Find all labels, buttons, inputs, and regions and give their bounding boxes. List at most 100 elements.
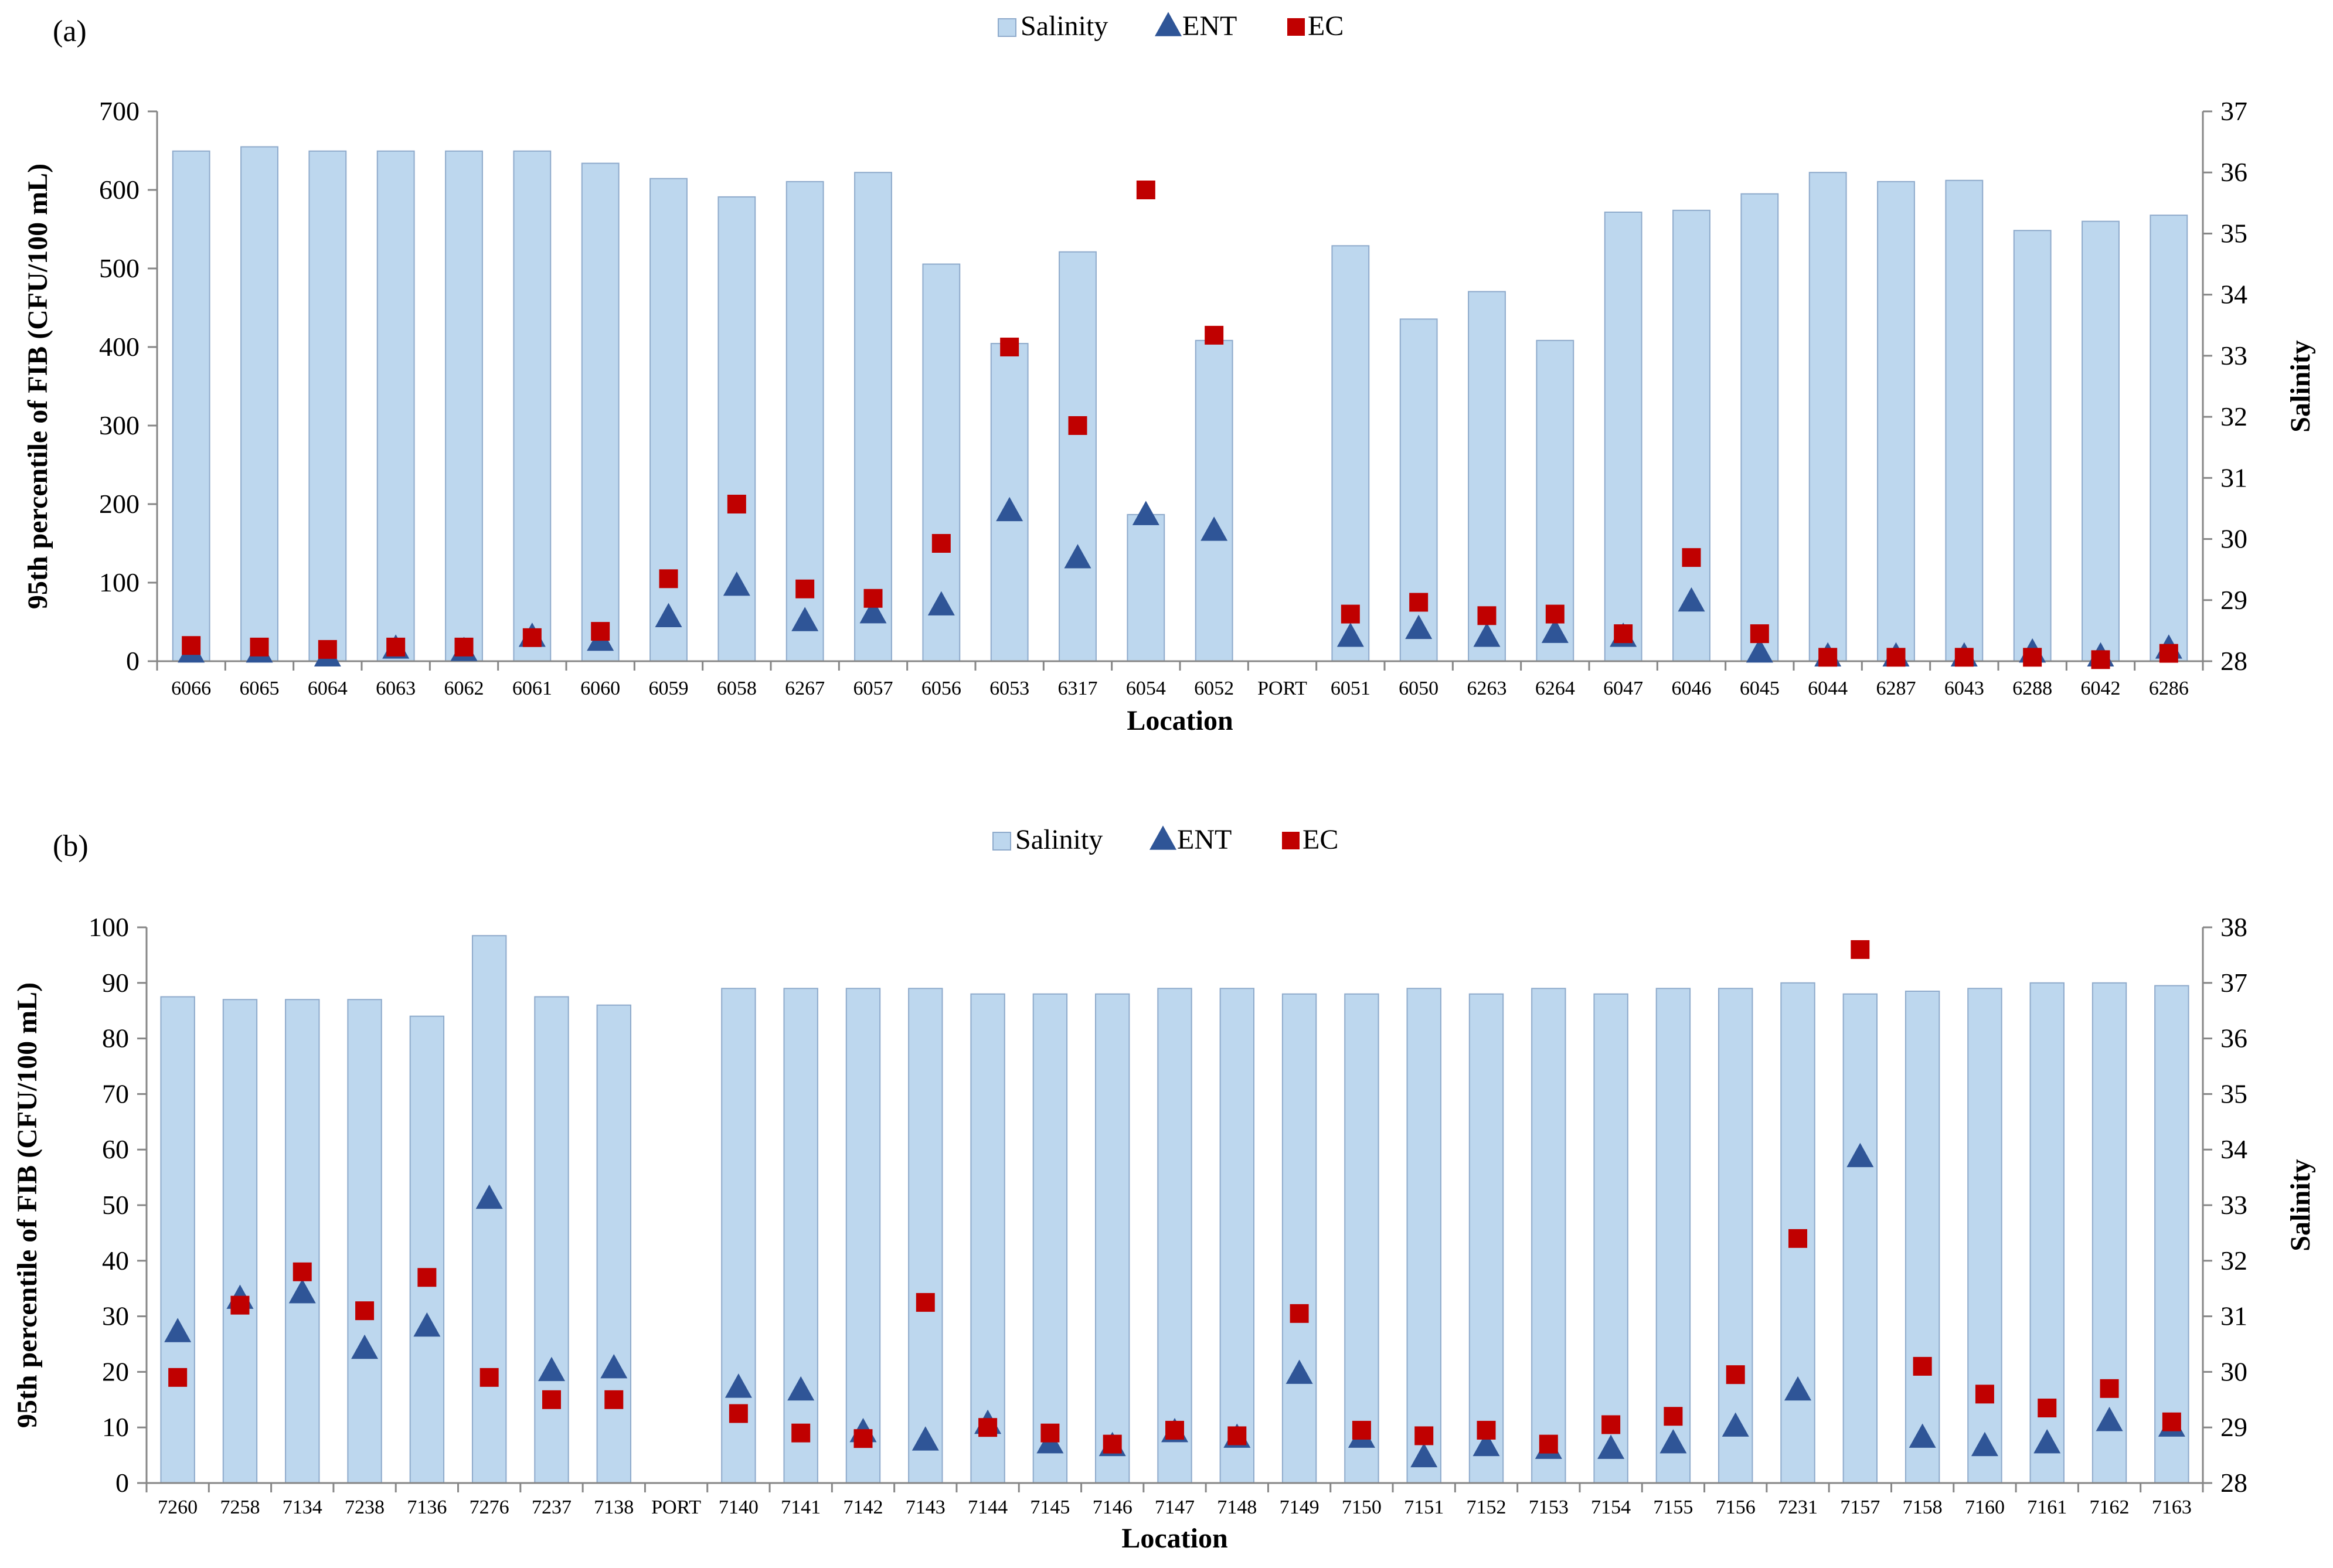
ec-point <box>1165 1420 1184 1440</box>
x-tick-label: 6287 <box>1876 678 1916 699</box>
salinity-bar <box>922 263 961 662</box>
y-tick-label: 200 <box>99 489 140 519</box>
y2-tick-label: 28 <box>2220 646 2247 676</box>
y2-tick-label: 36 <box>2220 1023 2247 1053</box>
y-tick-label: 100 <box>99 567 140 597</box>
ec-point <box>522 628 542 647</box>
salinity-bar <box>1905 991 1940 1484</box>
salinity-bar <box>581 162 620 662</box>
ec-point <box>2038 1399 2057 1418</box>
y-tick-label: 70 <box>102 1079 129 1108</box>
salinity-bar <box>1281 993 1317 1484</box>
ec-point <box>1664 1407 1683 1426</box>
ent-point <box>1784 1376 1812 1401</box>
y2-tick-label: 38 <box>2220 912 2247 942</box>
salinity-bar <box>1740 193 1779 662</box>
ec-point <box>729 1404 748 1423</box>
chart-panel-a: (a) Salinity ENT EC 0 100 200 300 400 500 600 700 28… <box>22 11 2316 736</box>
y-tick-label: 30 <box>102 1301 129 1331</box>
x-tick-label: 7162 <box>2090 1496 2130 1518</box>
ec-point <box>1068 416 1087 435</box>
x-tick-label: 6317 <box>1058 678 1098 699</box>
y-tick-label: 500 <box>99 253 140 283</box>
y2-tick-label: 30 <box>2220 524 2247 554</box>
x-tick-label: 6045 <box>1740 678 1780 699</box>
y2-tick-label: 34 <box>2220 280 2247 309</box>
y2-tick-label: 37 <box>2220 96 2247 126</box>
salinity-bar <box>1094 993 1130 1484</box>
x-tick-label: 7157 <box>1840 1496 1880 1518</box>
ec-point <box>2091 650 2110 669</box>
x-tick-label: 7238 <box>345 1496 385 1518</box>
salinity-bar <box>1468 993 1504 1484</box>
y-tick-label: 700 <box>99 96 140 126</box>
salinity-bars <box>172 146 2188 662</box>
ec-point <box>1103 1434 1122 1454</box>
x-tick-label: 6057 <box>853 678 893 699</box>
x-tick-label: 7276 <box>470 1496 509 1518</box>
ent-point <box>164 1318 192 1342</box>
x-tick-label: 6043 <box>1944 678 1984 699</box>
salinity-bar <box>1157 988 1192 1484</box>
ec-point <box>1851 940 1870 959</box>
y2-axis-title: Salinity <box>2285 340 2316 432</box>
ec-point <box>355 1301 375 1321</box>
x-tick-label: 6062 <box>444 678 484 699</box>
ec-point <box>1414 1426 1434 1445</box>
ec-markers <box>182 181 2178 669</box>
ent-point <box>927 591 955 615</box>
legend-label-ec: EC <box>1308 11 1344 42</box>
legend-label-ent: ENT <box>1182 11 1237 42</box>
y2-tick-label: 34 <box>2220 1134 2247 1164</box>
ent-point <box>1405 614 1433 640</box>
x-tick-label: 6286 <box>2149 678 2189 699</box>
salinity-bar <box>1468 291 1506 662</box>
ent-point <box>1473 623 1501 647</box>
ent-point <box>791 607 819 631</box>
ec-point <box>1726 1365 1745 1385</box>
y2-tick-label: 33 <box>2220 1190 2247 1220</box>
ec-point <box>978 1418 998 1437</box>
ent-point <box>413 1312 441 1337</box>
x-tick-label: 7160 <box>1965 1496 2005 1518</box>
ent-point <box>1285 1359 1313 1384</box>
x-tick-label: 7144 <box>968 1496 1008 1518</box>
x-axis-title: Location <box>1127 705 1233 736</box>
x-tick-label: 6264 <box>1535 678 1575 699</box>
legend-label-ec: EC <box>1302 824 1338 855</box>
x-tick-label: 7145 <box>1030 1496 1070 1518</box>
x-tick-label: 6050 <box>1399 678 1438 699</box>
x-axis-title: Location <box>1121 1523 1227 1554</box>
x-tick-label: 7142 <box>843 1496 883 1518</box>
salinity-bar <box>2154 985 2189 1484</box>
ent-point <box>1541 618 1569 643</box>
salinity-bar <box>285 999 320 1484</box>
x-tick-label: 7237 <box>532 1496 572 1518</box>
ec-point <box>1477 1420 1496 1440</box>
x-tick-label: 7140 <box>719 1496 759 1518</box>
ent-markers <box>164 1142 2185 1468</box>
y-tick-label: 80 <box>102 1023 129 1053</box>
salinity-bar <box>1406 988 1441 1484</box>
salinity-bar <box>2013 230 2052 662</box>
salinity-bar <box>1877 181 1915 662</box>
salinity-bar <box>471 935 507 1484</box>
axes: 0 10 20 30 40 50 60 70 80 90 100 28 29 30 31 32 33 34 35 36… <box>89 912 2247 1518</box>
ec-point <box>1954 648 1974 667</box>
x-tick-label: 6053 <box>989 678 1029 699</box>
ec-point <box>1409 593 1429 612</box>
ec-point <box>230 1295 250 1315</box>
salinity-bar <box>1195 339 1233 662</box>
legend-swatch-salinity <box>998 18 1016 37</box>
legend-label-salinity: Salinity <box>1015 824 1103 855</box>
salinity-bar <box>2091 982 2127 1484</box>
legend-marker-ec <box>1287 18 1305 36</box>
x-tick-label: 6288 <box>2012 678 2052 699</box>
y-axis-title: 95th percentile of FIB (CFU/100 mL) <box>12 982 43 1428</box>
salinity-bar <box>1331 245 1370 662</box>
x-tick-label: 6263 <box>1467 678 1507 699</box>
ec-point <box>386 637 406 657</box>
ec-point <box>1290 1304 1309 1323</box>
y-tick-label: 300 <box>99 410 140 440</box>
ec-point <box>1539 1434 1558 1454</box>
